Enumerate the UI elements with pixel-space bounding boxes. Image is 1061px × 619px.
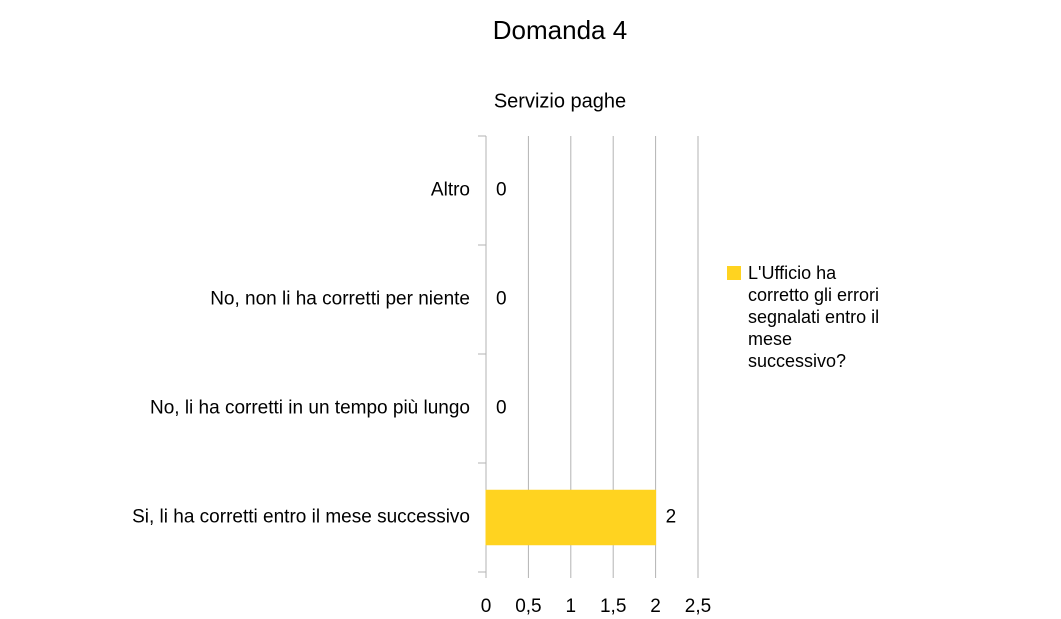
x-tick-label: 0 xyxy=(481,596,492,617)
data-label: 0 xyxy=(496,180,507,201)
data-label: 0 xyxy=(496,398,507,419)
x-tick-label: 1,5 xyxy=(600,596,626,617)
x-tick-label: 2,5 xyxy=(685,596,711,617)
x-tick-label: 0,5 xyxy=(515,596,541,617)
y-tick-label: Si, li ha corretti entro il mese success… xyxy=(132,507,470,528)
data-label: 2 xyxy=(666,507,677,528)
legend: L'Ufficio ha corretto gli errori segnala… xyxy=(720,262,1020,372)
chart-subtitle: Servizio paghe xyxy=(494,90,626,112)
legend-label: L'Ufficio ha corretto gli errori segnala… xyxy=(748,263,880,371)
bar xyxy=(485,489,657,546)
y-tick-label: No, non li ha corretti per niente xyxy=(210,289,470,310)
data-label: 0 xyxy=(496,289,507,310)
legend-key xyxy=(727,266,741,280)
y-tick-label: No, li ha corretti in un tempo più lungo xyxy=(150,398,470,419)
x-tick-label: 1 xyxy=(566,596,577,617)
x-tick-label: 2 xyxy=(650,596,661,617)
y-tick-label: Altro xyxy=(431,180,470,201)
chart-title: Domanda 4 xyxy=(493,15,627,45)
